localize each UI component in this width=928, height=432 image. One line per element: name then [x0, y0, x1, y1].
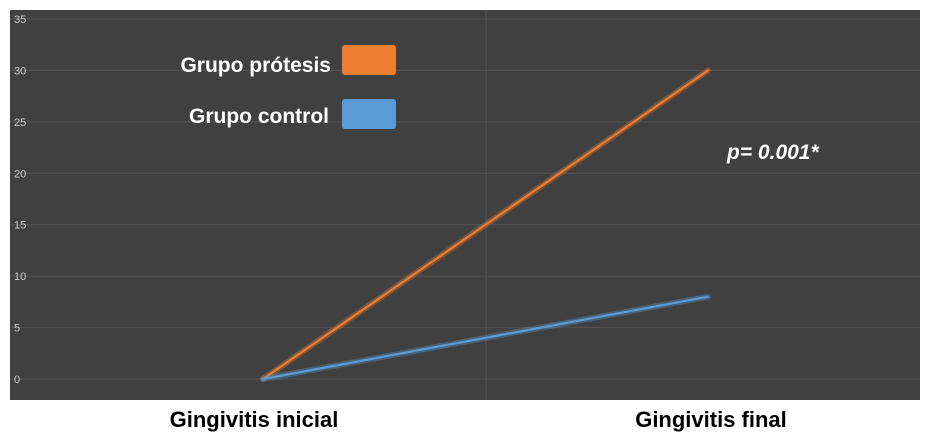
series-lines — [260, 67, 711, 382]
x-axis-categories: Gingivitis inicial Gingivitis final — [170, 407, 787, 432]
series-line-1 — [261, 295, 710, 381]
p-value-annotation: p= 0.001* — [726, 141, 819, 164]
x-category-label-0: Gingivitis inicial — [170, 407, 339, 432]
series-line-0 — [261, 69, 710, 381]
legend-swatch-1 — [342, 99, 396, 129]
x-category-label-1: Gingivitis final — [635, 407, 787, 432]
legend-swatch-0 — [342, 45, 396, 75]
y-tick-label-10: 10 — [14, 271, 26, 283]
y-tick-label-30: 30 — [14, 65, 26, 77]
legend-label-1: Grupo control — [189, 105, 329, 128]
y-tick-label-25: 25 — [14, 117, 26, 129]
y-tick-label-0: 0 — [14, 374, 20, 386]
y-tick-label-20: 20 — [14, 168, 26, 180]
y-tick-label-5: 5 — [14, 323, 20, 335]
legend: Grupo prótesis Grupo control — [180, 45, 396, 129]
legend-label-0: Grupo prótesis — [180, 54, 331, 77]
y-tick-label-35: 35 — [14, 14, 26, 26]
y-axis-ticks: 0 5 10 15 20 25 30 35 — [14, 14, 26, 386]
gridlines — [10, 10, 920, 400]
plot-background — [10, 10, 920, 400]
y-tick-label-15: 15 — [14, 220, 26, 232]
